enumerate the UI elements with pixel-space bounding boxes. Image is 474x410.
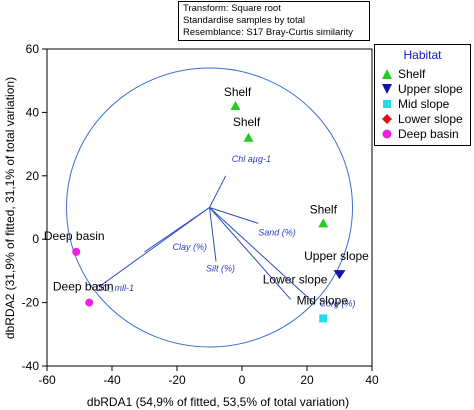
legend-item-label: Upper slope bbox=[398, 82, 463, 96]
x-tick-label: 40 bbox=[365, 373, 379, 387]
transform-text: Transform: Square root bbox=[183, 3, 281, 14]
data-point-shelf bbox=[318, 218, 329, 228]
vector-label: Chl aµg-1 bbox=[232, 154, 271, 164]
y-tick-label: 0 bbox=[32, 232, 39, 246]
vector-line bbox=[209, 207, 217, 262]
legend-item: Deep basin bbox=[381, 127, 459, 141]
legend-item-label: Mid slope bbox=[398, 97, 450, 111]
point-label: Mid slope bbox=[297, 293, 349, 307]
vector-line bbox=[209, 207, 292, 300]
legend-marker-icon bbox=[382, 129, 392, 139]
x-tick-label: -60 bbox=[38, 373, 56, 387]
legend-title: Habitat bbox=[403, 48, 442, 62]
plot-frame bbox=[46, 48, 373, 367]
legend-item-label: Deep basin bbox=[398, 127, 459, 141]
data-point-upper-slope bbox=[333, 270, 346, 280]
points-group bbox=[72, 101, 346, 323]
legend-item: Upper slope bbox=[381, 82, 463, 96]
data-point-deep-basin bbox=[85, 298, 94, 307]
resemblance-text: Resemblance: S17 Bray-Curtis similarity bbox=[183, 27, 353, 38]
vector-label: Corg (%) bbox=[320, 299, 356, 309]
point-label: Shelf bbox=[224, 85, 252, 99]
point-label: Deep basin bbox=[53, 280, 114, 294]
y-tick-label: -40 bbox=[22, 359, 40, 373]
vector-line bbox=[209, 175, 227, 208]
x-tick-label: 0 bbox=[239, 373, 246, 387]
vector-label: Lower slope bbox=[263, 272, 328, 286]
legend-item-label: Lower slope bbox=[398, 112, 463, 126]
data-point-shelf bbox=[243, 132, 254, 142]
transform-info-box: Transform: Square root Standardise sampl… bbox=[178, 1, 370, 41]
legend-item: Lower slope bbox=[381, 112, 463, 126]
legend: Habitat Shelf Upper slope Mid slope Lower s… bbox=[374, 44, 471, 146]
vector-label: DO_mll-1 bbox=[96, 283, 134, 293]
data-point-shelf bbox=[230, 101, 241, 111]
point-label: Upper slope bbox=[304, 249, 369, 263]
y-tick-label: 40 bbox=[26, 105, 40, 119]
point-labels-group: Shelf Shelf Shelf Upper slope Mid slope Deep … bbox=[44, 85, 369, 307]
legend-item: Shelf bbox=[381, 67, 425, 81]
vector-group: Chl aµg-1 Sand (%) Clay (%) Silt (%) DO_mll-… bbox=[66, 67, 356, 348]
legend-marker-icon bbox=[383, 100, 391, 108]
correlation-circle bbox=[66, 67, 353, 348]
y-tick-label: 20 bbox=[26, 169, 40, 183]
legend-item: Mid slope bbox=[381, 97, 449, 111]
point-label: Shelf bbox=[233, 115, 261, 129]
y-tick-label: -20 bbox=[22, 296, 40, 310]
vector-label: Silt (%) bbox=[206, 263, 235, 273]
y-axis-label: dbRDA2 (31,9% of fitted, 31,1% of total … bbox=[3, 77, 17, 339]
data-point-deep-basin bbox=[72, 247, 81, 256]
legend-marker-icon bbox=[382, 114, 392, 124]
x-tick-label: 20 bbox=[300, 373, 314, 387]
x-tick-label: -40 bbox=[103, 373, 121, 387]
vector-line bbox=[98, 207, 210, 288]
vector-line bbox=[209, 207, 259, 224]
legend-marker-icon bbox=[382, 69, 392, 79]
legend-item-label: Shelf bbox=[398, 67, 426, 81]
legend-marker-icon bbox=[382, 84, 392, 94]
data-point-mid-slope bbox=[319, 314, 328, 323]
standardise-text: Standardise samples by total bbox=[183, 15, 305, 26]
y-tick-label: 60 bbox=[26, 42, 40, 56]
x-axis-label: dbRDA1 (54,9% of fitted, 53,5% of total … bbox=[87, 395, 349, 409]
point-label: Deep basin bbox=[44, 229, 105, 243]
x-tick-label: -20 bbox=[168, 373, 186, 387]
point-label: Shelf bbox=[310, 202, 338, 216]
vector-line bbox=[209, 207, 314, 303]
vector-label: Clay (%) bbox=[173, 242, 208, 252]
vector-label: Sand (%) bbox=[258, 227, 296, 237]
